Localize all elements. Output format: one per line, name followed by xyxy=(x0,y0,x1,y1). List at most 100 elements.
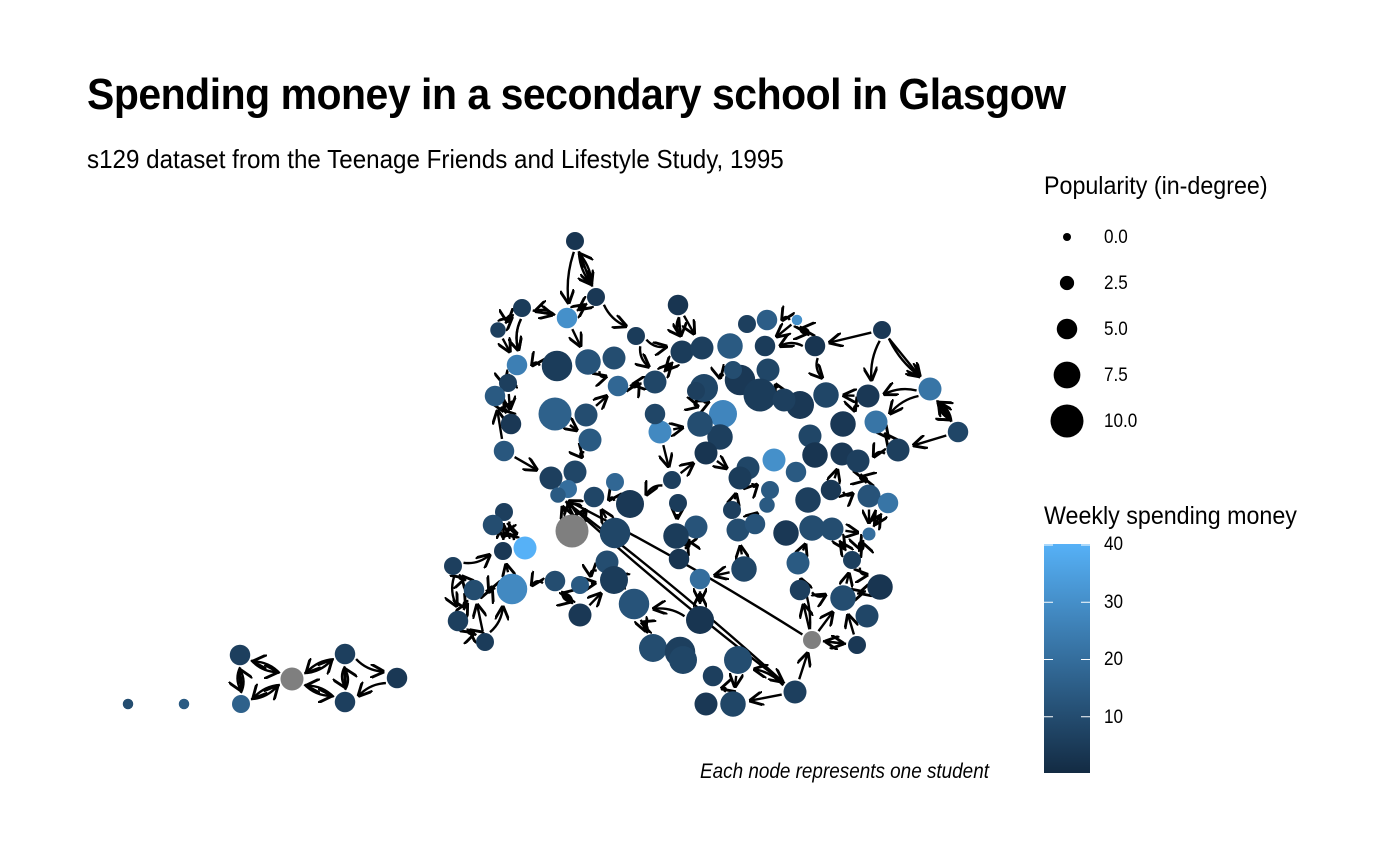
network-edge xyxy=(715,572,730,575)
student-node xyxy=(496,573,528,605)
student-node xyxy=(795,487,821,513)
color-legend-tick-label: 30 xyxy=(1104,592,1124,613)
student-node xyxy=(495,503,513,521)
student-node xyxy=(463,579,485,601)
student-node xyxy=(798,424,822,448)
size-legend-key xyxy=(1059,275,1075,291)
network-edge xyxy=(470,630,476,635)
student-node xyxy=(783,680,807,704)
network-edge xyxy=(572,328,580,346)
network-edge xyxy=(505,318,512,324)
network-edge xyxy=(803,328,809,337)
student-node xyxy=(773,520,799,546)
network-edge xyxy=(871,340,881,380)
student-node xyxy=(756,309,778,331)
network-edge xyxy=(591,570,597,576)
network-edge xyxy=(817,357,823,378)
network-edge xyxy=(568,503,786,685)
network-edge xyxy=(564,500,783,681)
network-edge xyxy=(489,607,503,634)
size-legend-title: Popularity (in-degree) xyxy=(1044,172,1268,200)
student-node xyxy=(759,497,775,513)
student-node xyxy=(484,385,506,407)
network-edge xyxy=(602,304,626,327)
network-edge xyxy=(753,483,758,487)
network-edge xyxy=(887,337,920,377)
network-edge xyxy=(568,251,574,303)
student-node xyxy=(178,698,190,710)
network-edge xyxy=(462,577,466,581)
network-edge xyxy=(647,485,663,494)
student-node xyxy=(566,232,584,250)
student-node xyxy=(599,517,631,549)
network-edge xyxy=(722,688,726,692)
student-node xyxy=(669,646,697,674)
network-edge xyxy=(505,534,514,541)
chart-subtitle: s129 dataset from the Teenage Friends an… xyxy=(87,144,784,174)
network-edge xyxy=(452,576,456,606)
network-edge xyxy=(509,521,516,534)
color-legend-bar xyxy=(1044,544,1090,773)
student-node xyxy=(799,515,825,541)
network-edge xyxy=(640,346,649,367)
student-node xyxy=(556,307,578,329)
student-node xyxy=(600,566,628,594)
student-node xyxy=(802,442,828,468)
student-node xyxy=(813,382,839,408)
color-legend-tick-label: 10 xyxy=(1104,707,1124,728)
student-node xyxy=(761,481,779,499)
student-node xyxy=(843,551,861,569)
network-edge xyxy=(250,659,277,672)
edges-layer xyxy=(237,251,951,700)
student-node xyxy=(493,440,515,462)
network-edge xyxy=(684,542,690,549)
student-node xyxy=(786,551,810,575)
network-edge xyxy=(681,463,694,473)
chart-title: Spending money in a secondary school in … xyxy=(87,70,1066,119)
legend-layer xyxy=(1044,233,1090,773)
student-node xyxy=(756,358,780,382)
student-node xyxy=(694,692,718,716)
student-node xyxy=(855,604,879,628)
student-node xyxy=(648,420,672,444)
student-node xyxy=(607,375,629,397)
network-edge xyxy=(735,494,736,499)
student-node xyxy=(574,403,598,427)
network-edge xyxy=(589,594,600,606)
size-legend-key xyxy=(1056,318,1078,340)
student-node xyxy=(627,327,645,345)
network-edge xyxy=(817,612,833,632)
network-edge xyxy=(890,394,919,413)
student-node xyxy=(791,314,803,326)
student-node xyxy=(830,585,856,611)
network-edge xyxy=(532,581,543,585)
student-node xyxy=(386,667,408,689)
student-node xyxy=(867,574,893,600)
student-node xyxy=(789,579,811,601)
student-node xyxy=(785,461,807,483)
color-legend-title: Weekly spending money xyxy=(1044,502,1297,530)
student-node xyxy=(702,665,724,687)
network-edge xyxy=(846,574,848,584)
student-node xyxy=(667,294,689,316)
network-edge xyxy=(609,497,614,500)
network-edge xyxy=(830,331,872,343)
network-edge xyxy=(342,665,345,687)
network-edge xyxy=(812,591,826,596)
network-edge xyxy=(826,642,847,644)
student-node xyxy=(122,698,134,710)
student-node xyxy=(583,486,605,508)
student-node xyxy=(575,349,601,375)
student-node xyxy=(848,636,866,654)
student-node xyxy=(724,361,742,379)
network-edge xyxy=(860,568,867,575)
network-edge xyxy=(517,318,521,350)
network-edge xyxy=(914,434,947,446)
network-edge xyxy=(602,510,607,518)
network-edge xyxy=(776,385,778,389)
student-node xyxy=(743,378,777,412)
student-node xyxy=(694,441,718,465)
network-edge xyxy=(782,317,790,320)
network-edge xyxy=(532,362,540,365)
student-node xyxy=(873,321,891,339)
